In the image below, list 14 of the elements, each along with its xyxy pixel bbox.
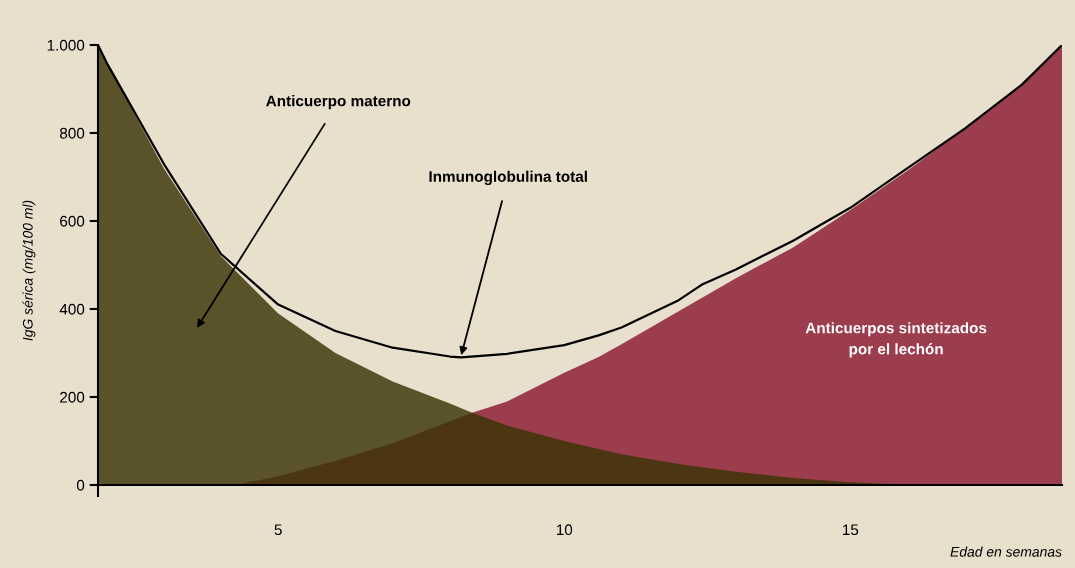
y-tick-label: 1.000 — [47, 39, 85, 51]
x-tick-label: 10 — [556, 524, 573, 536]
annotation: Inmunoglobulina total — [429, 170, 587, 186]
x-axis-title: Edad en semanas — [950, 546, 1062, 557]
y-tick-label: 0 — [76, 479, 85, 491]
x-tick-label: 5 — [274, 524, 282, 536]
annotation: Anticuerpo materno — [266, 95, 411, 110]
y-tick-label: 800 — [59, 127, 85, 139]
y-tick-label: 400 — [59, 303, 85, 315]
annotation: Anticuerpos sintetizados por el lechón — [805, 322, 987, 358]
y-axis-title: IgG sérica (mg/100 ml) — [22, 200, 36, 341]
x-tick-label: 15 — [842, 524, 859, 536]
y-tick-label: 200 — [60, 391, 85, 403]
y-tick-label: 600 — [60, 215, 85, 227]
